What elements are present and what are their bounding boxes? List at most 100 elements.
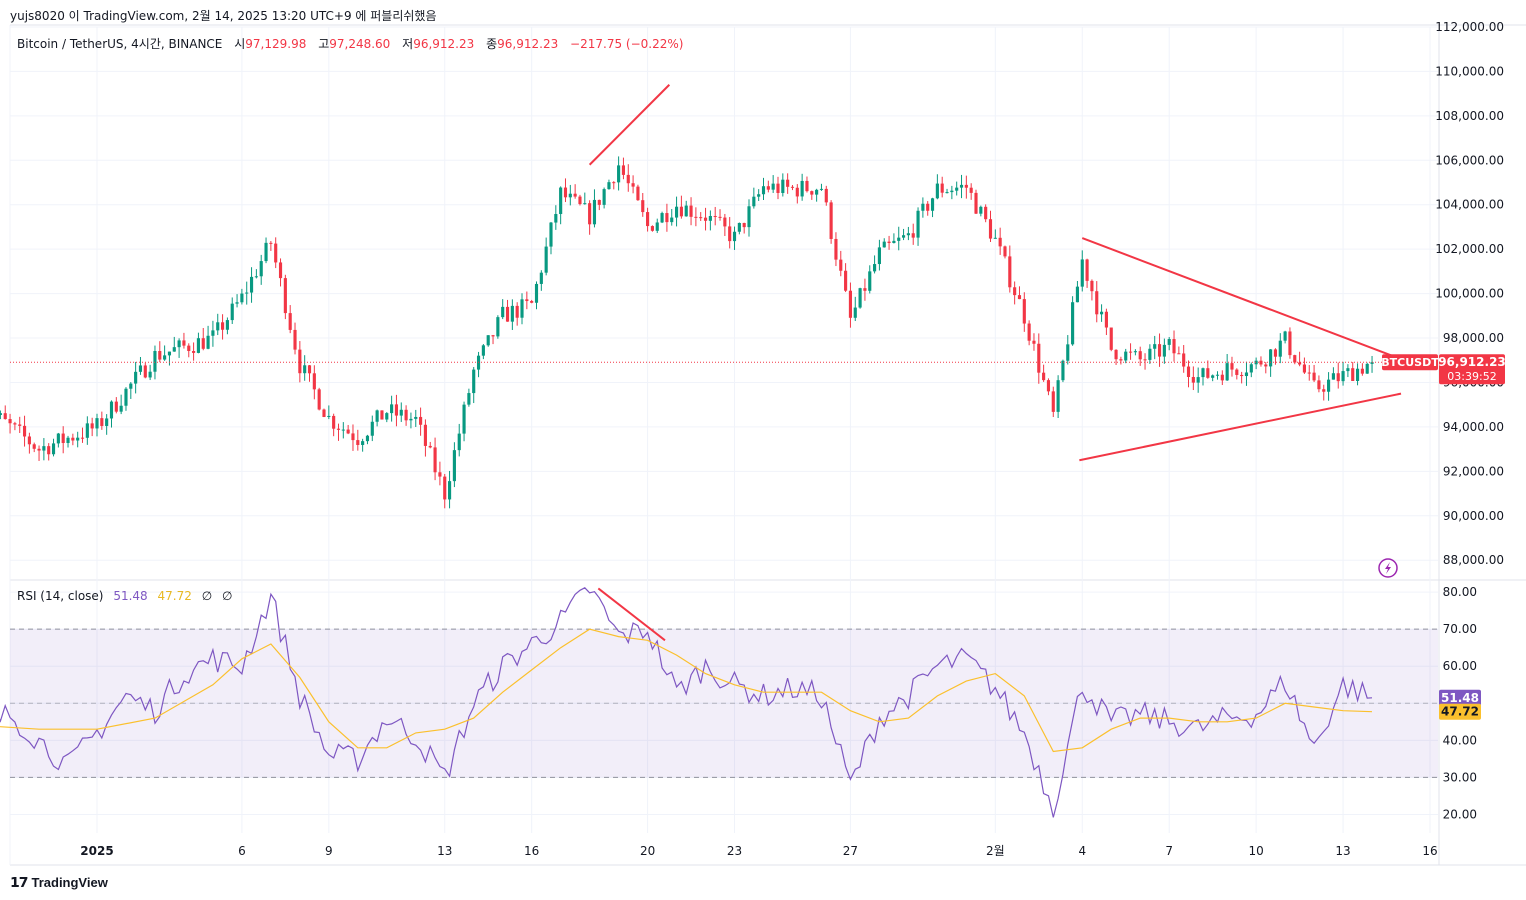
candle — [380, 410, 384, 420]
candle — [771, 183, 775, 190]
rsi-ma-line — [0, 628, 1373, 753]
rsi-extra-value-1: ∅ — [201, 589, 213, 603]
candle — [1288, 331, 1292, 356]
candle — [897, 237, 901, 241]
candle — [105, 418, 109, 426]
candle — [1027, 323, 1031, 341]
candle — [27, 436, 31, 445]
candle — [998, 237, 1002, 247]
candle — [993, 237, 997, 239]
candle — [699, 217, 703, 219]
candle — [153, 351, 157, 372]
candle — [873, 264, 877, 272]
symbol-label[interactable]: Bitcoin / TetherUS, 4시간, BINANCE — [17, 37, 223, 51]
candle — [790, 186, 795, 188]
candle — [370, 421, 374, 436]
candle — [307, 365, 312, 374]
candle — [288, 313, 292, 330]
candle — [945, 192, 949, 194]
candle — [1071, 302, 1075, 345]
candle — [1037, 343, 1041, 373]
candle — [665, 213, 669, 223]
candle — [119, 405, 123, 412]
candle — [829, 202, 833, 239]
trendline-drawing — [1079, 392, 1402, 462]
candle — [858, 288, 862, 308]
footer-brand[interactable]: 𝟭𝟳 TradingView — [10, 874, 108, 891]
rsi-title[interactable]: RSI (14, close) — [17, 589, 104, 603]
candle — [684, 205, 688, 217]
price-tick-label: 112,000.00 — [1435, 20, 1504, 34]
candle — [443, 476, 447, 500]
candle — [1022, 299, 1026, 324]
candle — [974, 192, 978, 214]
candle — [761, 186, 766, 195]
candle — [22, 425, 27, 437]
candle — [1085, 259, 1089, 281]
candle — [554, 214, 558, 223]
candle — [1211, 375, 1215, 378]
candle — [650, 226, 654, 231]
candle — [752, 196, 756, 207]
price-tick-label: 88,000.00 — [1443, 553, 1504, 567]
candle — [1104, 311, 1108, 328]
candle — [1264, 364, 1268, 367]
candle — [221, 322, 225, 330]
candle — [56, 433, 60, 444]
rsi-value: 51.48 — [113, 589, 148, 603]
candle — [544, 246, 548, 273]
open-value: 97,129.98 — [245, 37, 307, 51]
candle — [332, 415, 336, 429]
candle — [95, 418, 99, 429]
candle — [0, 413, 2, 415]
candle — [177, 340, 181, 348]
lightning-icon[interactable] — [1378, 558, 1398, 578]
candle — [254, 276, 258, 278]
rsi-value-tag — [1439, 689, 1481, 706]
candle — [196, 338, 200, 353]
candle — [148, 371, 152, 378]
candle — [375, 410, 379, 422]
candle — [1138, 351, 1142, 360]
tradingview-logo-icon: 𝟭𝟳 — [10, 874, 29, 890]
candle — [737, 222, 741, 232]
candle — [921, 203, 925, 211]
candle — [868, 271, 872, 291]
candle — [1186, 366, 1191, 377]
last-price-tag — [1439, 354, 1505, 385]
high-value: 97,248.60 — [329, 37, 391, 51]
time-tick-label: 6 — [238, 844, 246, 858]
candle — [187, 345, 191, 351]
candle — [776, 183, 780, 193]
candle — [351, 433, 355, 441]
candle — [1235, 369, 1239, 375]
candle — [269, 242, 273, 244]
candle — [1215, 374, 1220, 376]
high-label: 고 — [318, 37, 330, 51]
trendline-drawing — [1081, 237, 1393, 357]
candle — [602, 189, 606, 205]
candle — [757, 194, 761, 197]
candle — [592, 199, 597, 225]
candle — [800, 180, 804, 197]
candle — [409, 418, 413, 421]
time-tick-label: 4 — [1078, 844, 1086, 858]
candle — [882, 241, 886, 248]
price-legend: Bitcoin / TetherUS, 4시간, BINANCE 시97,129… — [17, 35, 683, 52]
time-tick-label: 20 — [640, 844, 655, 858]
candle — [158, 351, 162, 360]
time-tick-label: 2025 — [80, 844, 113, 858]
candle — [182, 340, 186, 346]
candle — [950, 190, 954, 193]
candle — [1148, 348, 1152, 360]
candle — [515, 305, 519, 318]
candle — [192, 350, 196, 353]
candle — [1124, 351, 1128, 361]
candle — [230, 303, 234, 321]
candle — [863, 288, 867, 291]
candle — [1346, 368, 1350, 372]
candle — [718, 216, 722, 218]
candle — [655, 222, 659, 231]
countdown-label: 03:39:52 — [1447, 370, 1496, 383]
